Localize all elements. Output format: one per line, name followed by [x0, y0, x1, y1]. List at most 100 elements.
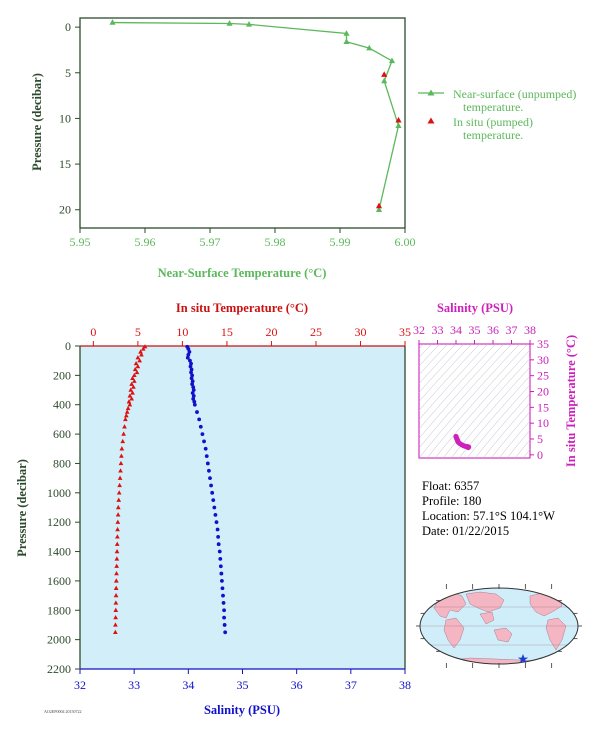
salinity-point [212, 505, 217, 510]
salinity-point [218, 564, 223, 569]
temperature-point [135, 363, 141, 369]
salinity-point [186, 352, 191, 357]
near-surface-marks [109, 19, 402, 212]
profile-y-label: Pressure (decibar) [15, 459, 29, 557]
salinity-point [189, 367, 194, 372]
ts-title: Salinity (PSU) [437, 301, 513, 315]
density-contour [523, 334, 601, 458]
location: Location: 57.1°S 104.1°W [422, 509, 555, 523]
float-id: Float: 6357 [422, 479, 479, 493]
temperature-point [121, 431, 126, 436]
salinity-point [222, 608, 226, 613]
profile-background [80, 346, 405, 669]
temperature-tick-label: 0 [90, 325, 96, 339]
ts-y-tick-label: 15 [537, 400, 549, 414]
salinity-point [220, 579, 224, 583]
salinity-point [189, 370, 193, 375]
temperature-point [130, 390, 135, 395]
ts-x-tick-label: 38 [524, 323, 536, 337]
ts-point [464, 444, 471, 450]
salinity-point [219, 571, 224, 576]
y-tick-label: 0 [65, 20, 71, 34]
temperature-point [127, 393, 133, 398]
density-contour [499, 334, 601, 458]
y-tick-label: 10 [59, 111, 71, 125]
density-contour [475, 334, 585, 458]
salinity-point [188, 364, 193, 369]
salinity-point [208, 476, 212, 481]
density-contour [363, 334, 473, 458]
salinity-point [217, 549, 222, 554]
ts-x-tick-label: 36 [487, 323, 499, 337]
ts-y-label: In situ Temperature (°C) [564, 335, 578, 467]
temperature-point [113, 578, 119, 583]
temperature-axis-ticks: 0 5 10 15 20 25 30 35 [90, 325, 411, 346]
ts-x-tick-label: 35 [469, 323, 481, 337]
near-surface-point [375, 206, 383, 212]
density-contour [507, 334, 601, 458]
world-map [416, 584, 582, 668]
temperature-point [125, 405, 131, 411]
temperature-point [119, 446, 125, 451]
salinity-point [214, 520, 219, 525]
temperature-point [118, 460, 124, 466]
ts-x-tick-label: 32 [413, 323, 425, 337]
salinity-point [220, 586, 225, 591]
temperature-point [113, 600, 119, 605]
near-surface-y-label: Pressure (decibar) [30, 73, 44, 171]
near-surface-panel: 5.95 5.96 5.97 5.98 5.99 6.00 0 5 10 15 20 Near-S… [30, 17, 576, 280]
pressure-tick-label: 200 [53, 368, 71, 382]
in-situ-point [375, 202, 383, 209]
density-contour [411, 334, 521, 458]
salinity-tick-label: 35 [237, 678, 249, 692]
near-surface-point [343, 38, 350, 44]
temperature-tick-label: 20 [265, 325, 277, 339]
salinity-point [200, 432, 205, 436]
temperature-point [140, 346, 146, 351]
temperature-point [116, 490, 122, 495]
ts-y-tick-label: 35 [537, 337, 549, 351]
temperature-point [113, 629, 118, 634]
temperature-point [128, 387, 134, 392]
density-contour [387, 334, 497, 458]
ts-y-tick-label: 0 [537, 448, 543, 462]
temperature-point [114, 541, 120, 546]
temperature-point [133, 361, 139, 366]
salinity-point [189, 361, 193, 366]
density-contour [443, 334, 553, 458]
temperature-point [114, 548, 120, 554]
temperature-tick-label: 10 [176, 325, 188, 339]
legend-text-near-surface-1: Near-surface (unpumped) [453, 87, 576, 101]
salinity-point [191, 394, 196, 398]
temperature-tick-label: 5 [135, 325, 141, 339]
temperature-point [124, 409, 130, 414]
temperature-point [115, 519, 121, 524]
date: Date: 01/22/2015 [422, 524, 509, 538]
pressure-tick-label: 0 [65, 339, 71, 353]
temperature-axis-label: In situ Temperature (°C) [176, 301, 308, 315]
map-graticule [420, 606, 578, 646]
temperature-point [113, 592, 119, 598]
temperature-point [113, 585, 119, 590]
salinity-point [215, 527, 220, 532]
salinity-tick-label: 32 [74, 678, 86, 692]
ts-x-tick-label: 34 [450, 323, 462, 337]
salinity-axis-label: Salinity (PSU) [204, 703, 280, 717]
temperature-point [115, 504, 121, 510]
salinity-point [191, 396, 196, 401]
temperature-tick-label: 30 [354, 325, 366, 339]
y-tick-label: 15 [59, 157, 71, 171]
temperature-point [123, 416, 128, 422]
temperature-point [129, 381, 134, 386]
temperature-point [115, 512, 121, 517]
pressure-tick-label: 1800 [47, 603, 71, 617]
temperature-point [117, 475, 123, 480]
temperature-tick-label: 15 [221, 325, 233, 339]
salinity-point [213, 512, 218, 517]
temperature-point [114, 563, 120, 568]
y-tick-label: 20 [59, 203, 71, 217]
in-situ-point [381, 71, 388, 77]
temperature-point [132, 366, 138, 372]
salinity-point [210, 490, 215, 495]
